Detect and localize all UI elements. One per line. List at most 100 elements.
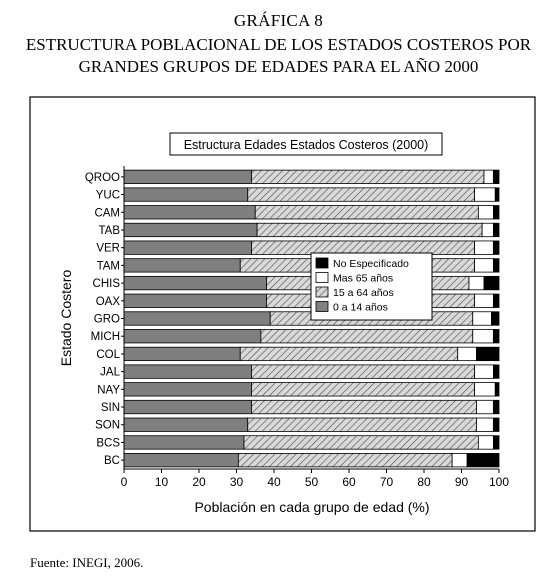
bar-ver-mas-65-a-os (474, 240, 494, 255)
x-tick-label: 30 (230, 475, 244, 489)
bar-yuc-15-a-64-a-os (247, 187, 476, 202)
bar-tab-15-a-64-a-os (256, 222, 483, 238)
bar-qroo-mas-65-a-os (483, 169, 494, 184)
bar-tam-no-especificado (492, 258, 500, 273)
bar-yuc-no-especificado (494, 187, 500, 202)
bar-yuc-0-a-14-a-os (123, 187, 249, 202)
x-tick-label: 80 (417, 475, 431, 489)
bar-nay-mas-65-a-os (474, 382, 496, 397)
x-tick-label: 40 (267, 475, 281, 489)
legend-box (310, 252, 433, 321)
bar-jal-no-especificado (492, 364, 500, 379)
bar-nay-15-a-64-a-os (251, 382, 476, 397)
legend-swatch-0-a-14-a-os (315, 301, 329, 312)
y-tick-label: SIN (101, 402, 120, 414)
legend-label-15-a-64-a-os: 15 a 64 años (333, 287, 394, 299)
bar-son-15-a-64-a-os (247, 417, 477, 432)
x-axis: 0 10 20 30 40 50 60 70 80 90 100 (121, 166, 509, 489)
bar-bcs-15-a-64-a-os (243, 435, 479, 450)
figure-title-line1: ESTRUCTURA POBLACIONAL DE LOS ESTADOS CO… (25, 35, 532, 54)
bar-ver-15-a-64-a-os (251, 240, 476, 255)
bar-oax-0-a-14-a-os (123, 293, 267, 308)
y-tick-label: CAM (94, 207, 120, 219)
bar-jal-mas-65-a-os (474, 364, 494, 379)
bars-group (123, 169, 500, 468)
y-tick-label: SON (95, 420, 120, 432)
y-tick-labels: QROO YUC CAM TAB VER TAM CHIS OAX GRO MICH COL JAL N… (85, 172, 124, 467)
bar-qroo-15-a-64-a-os (251, 169, 485, 184)
bar-gro-mas-65-a-os (472, 311, 492, 326)
bar-mich-15-a-64-a-os (260, 329, 474, 344)
y-tick-label: BCS (96, 437, 120, 449)
bar-cam-mas-65-a-os (477, 205, 494, 220)
bar-tab-0-a-14-a-os (123, 222, 258, 238)
bar-tab-no-especificado (492, 222, 500, 238)
y-tick-label: NAY (97, 384, 120, 396)
bar-chis-mas-65-a-os (468, 275, 485, 291)
bar-col-0-a-14-a-os (123, 346, 241, 362)
figure-title-line2: GRANDES GRUPOS DE EDADES PARA EL AÑO 200… (78, 57, 479, 76)
figure-label: GRÁFICA 8 (233, 11, 324, 30)
y-tick-label: TAB (98, 225, 120, 237)
bar-ver-no-especificado (492, 240, 500, 255)
chart-title: Estructura Edades Estados Costeros (2000… (184, 138, 429, 152)
bar-chis-0-a-14-a-os (123, 275, 267, 291)
y-tick-label: TAM (97, 260, 120, 272)
bar-bcs-mas-65-a-os (477, 435, 494, 450)
y-tick-label: GRO (94, 314, 120, 326)
bar-col-15-a-64-a-os (239, 346, 459, 362)
bar-cam-15-a-64-a-os (254, 205, 479, 220)
bar-bc-no-especificado (466, 453, 500, 468)
y-tick-label: OAX (96, 296, 121, 308)
y-tick-label: YUC (96, 190, 120, 202)
bar-nay-no-especificado (494, 382, 500, 397)
y-tick-label: BC (104, 455, 120, 467)
bar-bcs-no-especificado (492, 435, 500, 450)
x-tick-label: 90 (455, 475, 469, 489)
bar-mich-no-especificado (492, 329, 500, 344)
bar-bc-0-a-14-a-os (123, 453, 239, 468)
y-tick-label: CHIS (93, 278, 121, 290)
bar-son-0-a-14-a-os (123, 417, 249, 432)
y-tick-label: JAL (100, 367, 120, 379)
bar-bc-15-a-64-a-os (237, 453, 453, 468)
x-axis-label: Población en cada grupo de edad (%) (194, 499, 429, 515)
bar-qroo-no-especificado (492, 169, 500, 184)
x-tick-label: 70 (380, 475, 394, 489)
bar-ver-0-a-14-a-os (123, 240, 252, 255)
y-tick-label: MICH (91, 331, 120, 343)
bar-qroo-0-a-14-a-os (123, 169, 252, 184)
bar-mich-mas-65-a-os (472, 329, 494, 344)
legend-swatch-mas-65-a-os (315, 272, 329, 283)
bar-nay-0-a-14-a-os (123, 382, 252, 397)
bar-col-no-especificado (476, 346, 500, 362)
bar-tab-mas-65-a-os (481, 222, 494, 238)
bar-oax-mas-65-a-os (474, 293, 494, 308)
x-tick-label: 0 (121, 475, 128, 489)
legend-swatch-no-especificado (315, 257, 329, 269)
y-tick-label: QROO (85, 172, 120, 184)
x-tick-label: 20 (192, 475, 206, 489)
chart-title-box: Estructura Edades Estados Costeros (2000… (169, 132, 443, 156)
y-axis-label: Estado Costero (58, 270, 74, 367)
bar-jal-15-a-64-a-os (251, 364, 476, 379)
bar-chis-no-especificado (483, 275, 500, 291)
legend-label-no-especificado: No Especificado (333, 258, 409, 270)
bar-sin-mas-65-a-os (476, 399, 494, 415)
bar-oax-no-especificado (492, 293, 500, 308)
bar-cam-no-especificado (492, 205, 500, 220)
bar-son-mas-65-a-os (476, 417, 494, 432)
bar-sin-0-a-14-a-os (123, 399, 252, 415)
x-tick-label: 10 (155, 475, 169, 489)
bar-son-no-especificado (492, 417, 500, 432)
bar-tam-0-a-14-a-os (123, 258, 241, 273)
y-tick-label: VER (96, 243, 120, 255)
bar-sin-15-a-64-a-os (251, 399, 477, 415)
bar-gro-no-especificado (491, 311, 500, 326)
x-tick-label: 50 (305, 475, 319, 489)
bar-bc-mas-65-a-os (451, 453, 468, 468)
x-tick-label: 60 (342, 475, 356, 489)
bar-tam-mas-65-a-os (474, 258, 494, 273)
bar-jal-0-a-14-a-os (123, 364, 252, 379)
